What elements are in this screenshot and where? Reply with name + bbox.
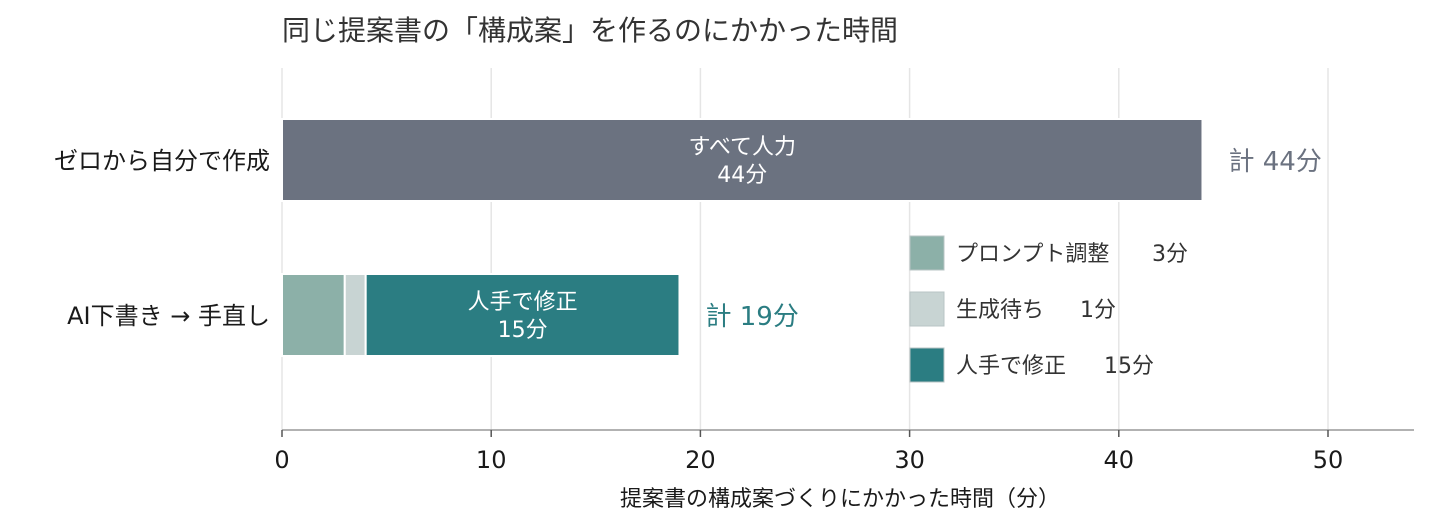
bar-segment-1-wait xyxy=(343,273,367,357)
bar-label-0-manual-line1: すべて人力 xyxy=(688,135,796,160)
x-tick-label-30: 30 xyxy=(894,446,925,474)
x-tick-label-10: 10 xyxy=(476,446,507,474)
chart-title: 同じ提案書の「構成案」を作るのにかかった時間 xyxy=(282,14,898,47)
bar-label-0-manual-line2: 44分 xyxy=(717,163,767,188)
bar-segment-0-manual xyxy=(281,118,1204,202)
legend-value-2: 15分 xyxy=(1104,354,1154,379)
x-tick-label-0: 0 xyxy=(274,446,289,474)
legend-name-2: 人手で修正 xyxy=(956,354,1066,379)
bar-label-1-fix-line1: 人手で修正 xyxy=(468,290,578,315)
legend-value-0: 3分 xyxy=(1152,242,1188,267)
x-tick-label-40: 40 xyxy=(1104,446,1135,474)
x-tick-label-50: 50 xyxy=(1313,446,1344,474)
bar-total-label-1: 計 19分 xyxy=(705,302,798,332)
category-label-0: ゼロから自分で作成 xyxy=(54,147,270,175)
legend-name-1: 生成待ち xyxy=(956,298,1044,323)
legend-value-1: 1分 xyxy=(1080,298,1116,323)
x-axis-label: 提案書の構成案づくりにかかった時間（分） xyxy=(620,487,1060,512)
category-labels: ゼロから自分で作成 AI下書き → 手直し xyxy=(54,147,270,330)
legend-name-0: プロンプト調整 xyxy=(956,242,1109,267)
bar-segment-1-fix xyxy=(364,273,681,357)
x-axis: 0 10 20 30 40 50 xyxy=(274,429,1414,474)
legend-swatch-2 xyxy=(909,347,945,383)
legend-swatch-0 xyxy=(909,235,945,271)
x-tick-label-20: 20 xyxy=(685,446,716,474)
bar-segment-1-prompt xyxy=(281,273,346,357)
category-label-1: AI下書き → 手直し xyxy=(67,302,270,330)
legend-swatch-1 xyxy=(909,291,945,327)
bar-label-1-fix-line2: 15分 xyxy=(498,318,548,343)
bar-total-label-0: 計 44分 xyxy=(1228,147,1321,177)
